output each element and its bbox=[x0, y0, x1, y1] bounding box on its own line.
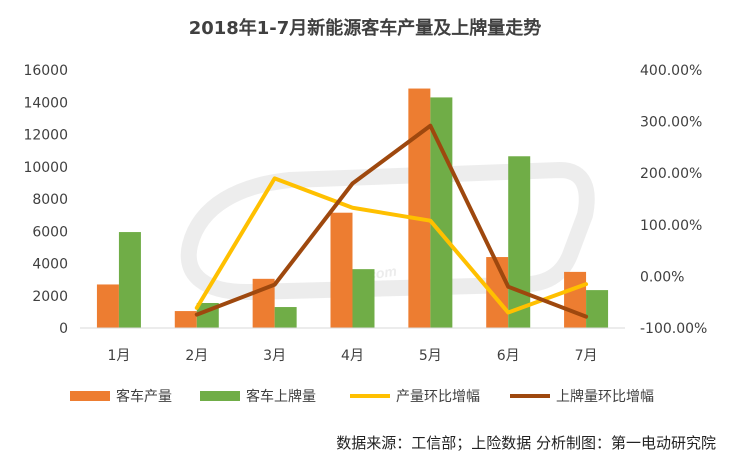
x-tick-label: 7月 bbox=[575, 348, 598, 364]
y-left-tick-label: 4000 bbox=[32, 257, 68, 273]
chart-legend: 客车产量 客车上牌量 产量环比增幅 上牌量环比增幅 bbox=[70, 386, 710, 406]
legend-item: 客车产量 bbox=[70, 386, 172, 406]
x-tick-label: 5月 bbox=[419, 348, 442, 364]
y-right-tick-label: 0.00% bbox=[640, 269, 684, 285]
line-registration-growth bbox=[194, 123, 589, 319]
legend-label: 产量环比增幅 bbox=[396, 389, 480, 405]
y-left-tick-label: 12000 bbox=[23, 128, 68, 144]
legend-swatch bbox=[70, 391, 110, 401]
y-left-tick-label: 16000 bbox=[23, 63, 68, 79]
legend-item: 上牌量环比增幅 bbox=[510, 386, 654, 406]
y-right-tick-label: -100.00% bbox=[640, 321, 707, 337]
x-tick-label: 4月 bbox=[341, 348, 364, 364]
bar-registration-3 bbox=[274, 307, 297, 328]
legend-swatch bbox=[510, 394, 550, 398]
chart-title: 2018年1-7月新能源客车产量及上牌量走势 bbox=[188, 18, 542, 39]
bar-registration-6 bbox=[508, 156, 531, 328]
legend-label: 客车产量 bbox=[116, 389, 172, 405]
y-right-tick-label: 100.00% bbox=[640, 218, 702, 234]
y-left-tick-label: 2000 bbox=[32, 289, 68, 305]
legend-item: 产量环比增幅 bbox=[350, 386, 480, 406]
legend-swatch bbox=[200, 391, 240, 401]
legend-label: 上牌量环比增幅 bbox=[556, 389, 654, 405]
y-left-tick-label: 0 bbox=[59, 321, 68, 337]
x-tick-label: 1月 bbox=[107, 348, 130, 364]
x-tick-label: 2月 bbox=[185, 348, 208, 364]
x-tick-label: 6月 bbox=[497, 348, 520, 364]
y-left-tick-label: 8000 bbox=[32, 192, 68, 208]
bar-registration-4 bbox=[352, 269, 375, 328]
bar-production-2 bbox=[174, 311, 197, 328]
bar-registration-1 bbox=[118, 232, 141, 328]
legend-label: 客车上牌量 bbox=[246, 389, 316, 405]
y-right-tick-label: 400.00% bbox=[640, 63, 702, 79]
bar-production-1 bbox=[96, 284, 119, 328]
y-right-tick-label: 300.00% bbox=[640, 115, 702, 131]
y-right-tick-label: 200.00% bbox=[640, 166, 702, 182]
bar-production-7 bbox=[564, 271, 587, 328]
x-tick-label: 3月 bbox=[263, 348, 286, 364]
y-left-tick-label: 10000 bbox=[23, 160, 68, 176]
y-left-tick-label: 14000 bbox=[23, 95, 68, 111]
line-production-growth bbox=[194, 176, 589, 315]
bar-registration-5 bbox=[430, 97, 453, 328]
bar-production-4 bbox=[330, 212, 353, 328]
source-note: 数据来源：工信部；上险数据 分析制图：第一电动研究院 bbox=[336, 434, 716, 452]
y-left-tick-label: 6000 bbox=[32, 224, 68, 240]
bar-registration-7 bbox=[586, 290, 609, 328]
bar-production-5 bbox=[408, 88, 431, 328]
legend-item: 客车上牌量 bbox=[200, 386, 316, 406]
legend-swatch bbox=[350, 394, 390, 398]
